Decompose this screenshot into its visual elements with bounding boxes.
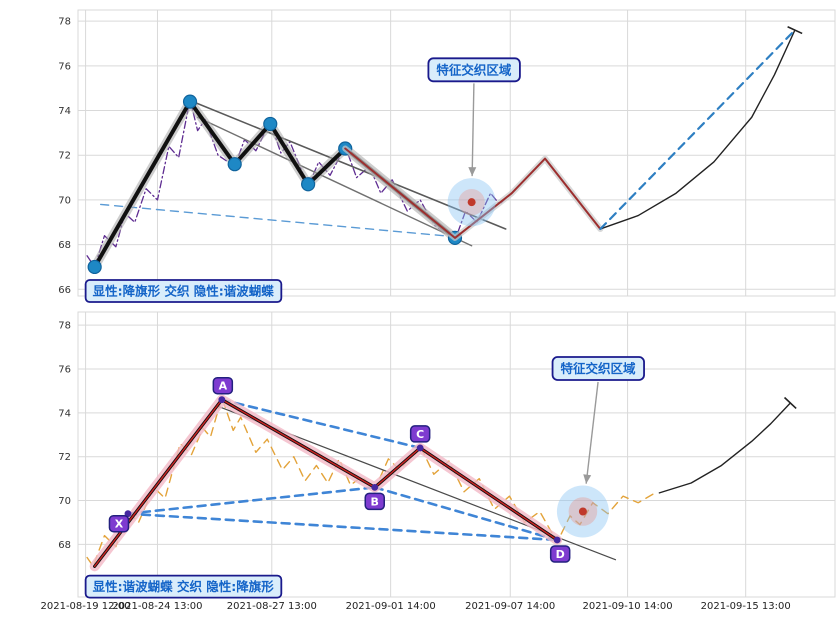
y-tick-label: 68 xyxy=(58,540,71,551)
swing-point-marker xyxy=(87,259,102,275)
swing-point-marker xyxy=(263,116,278,132)
plot-border xyxy=(77,9,836,297)
forecast-line-line xyxy=(599,29,796,231)
guide-xd-line xyxy=(126,512,559,542)
annotation-text: 特征交织区域 xyxy=(561,361,637,376)
flag-channel-lower-line xyxy=(196,116,473,247)
annotation-box xyxy=(427,57,521,83)
forecast-curve-line xyxy=(599,29,796,230)
annotation-text: 特征交织区域 xyxy=(436,62,512,77)
projection-curve-line xyxy=(658,402,792,494)
pattern-node-label: C xyxy=(416,428,424,441)
guide-xb-line xyxy=(126,486,377,515)
x-tick-label: 2021-09-07 14:00 xyxy=(465,601,555,612)
y-tick-label: 74 xyxy=(58,408,71,419)
annotation-arrow xyxy=(585,381,599,484)
x-tick-label: 2021-09-10 14:00 xyxy=(583,601,673,612)
pattern-node-box xyxy=(409,425,431,443)
x-tick-label: 2021-09-15 13:00 xyxy=(701,601,791,612)
y-tick-label: 78 xyxy=(58,17,71,28)
price-detail-line xyxy=(86,98,512,268)
pattern-summary-box xyxy=(84,279,283,303)
trailing-leg-line xyxy=(344,147,602,239)
swing-point-marker xyxy=(301,177,316,192)
plot-border xyxy=(77,311,836,598)
y-tick-label: 72 xyxy=(58,151,71,162)
pattern-node-dot xyxy=(218,396,226,404)
pattern-node-box xyxy=(364,492,385,511)
pattern-node-dot xyxy=(371,483,379,491)
bottom-chart: 68 70 72 74 76 78 特征交织区域 X A B C D 显性:谐波蝴蝶 交织 隐性:降旗形 xyxy=(58,311,836,599)
pattern-node-label: D xyxy=(556,548,565,561)
series-end-cap xyxy=(783,396,797,410)
xd-guide-line xyxy=(100,203,456,238)
y-tick-label: 66 xyxy=(58,285,71,296)
x-tick-label: 2021-09-01 14:00 xyxy=(346,601,436,612)
pattern-summary-text: 显性:谐波蝴蝶 交织 隐性:降旗形 xyxy=(93,579,275,594)
feature-zone-center-dot xyxy=(578,507,587,516)
y-tick-label: 68 xyxy=(58,240,71,251)
y-tick-label: 78 xyxy=(58,321,71,332)
y-tick-label: 70 xyxy=(58,496,71,507)
pattern-node-box xyxy=(212,376,234,395)
y-tick-label: 74 xyxy=(58,106,71,117)
y-tick-label: 76 xyxy=(58,365,71,376)
swing-point-marker xyxy=(227,157,242,172)
swing-point-marker xyxy=(182,94,198,109)
pattern-node-dot xyxy=(553,536,561,544)
series-end-cap xyxy=(787,26,803,35)
x-tick-label: 2021-08-19 12:00 xyxy=(41,601,131,612)
pattern-node-dot xyxy=(416,444,424,452)
annotation-arrow xyxy=(471,83,475,177)
x-tick-label: 2021-08-24 13:00 xyxy=(112,601,202,612)
annotation-arrowhead xyxy=(583,474,592,484)
pattern-node-label: X xyxy=(115,518,124,531)
pattern-summary-box xyxy=(84,574,283,599)
y-tick-label: 76 xyxy=(58,61,71,72)
annotation-box xyxy=(551,356,645,381)
pattern-node-label: B xyxy=(371,495,379,508)
pattern-node-label: A xyxy=(219,380,228,393)
y-tick-label: 72 xyxy=(58,452,71,463)
guide-bd-line xyxy=(373,486,559,542)
annotation-arrowhead xyxy=(468,167,477,177)
pattern-summary-text: 显性:降旗形 交织 隐性:谐波蝴蝶 xyxy=(93,284,275,299)
guide-ac-line xyxy=(220,398,422,450)
y-tick-label: 70 xyxy=(58,195,71,206)
feature-zone-center-dot xyxy=(467,198,476,207)
pattern-node-box xyxy=(108,514,130,533)
pattern-node-box xyxy=(549,545,571,563)
flag-channel-upper-line xyxy=(189,99,507,230)
x-tick-label: 2021-08-27 13:00 xyxy=(227,601,317,612)
